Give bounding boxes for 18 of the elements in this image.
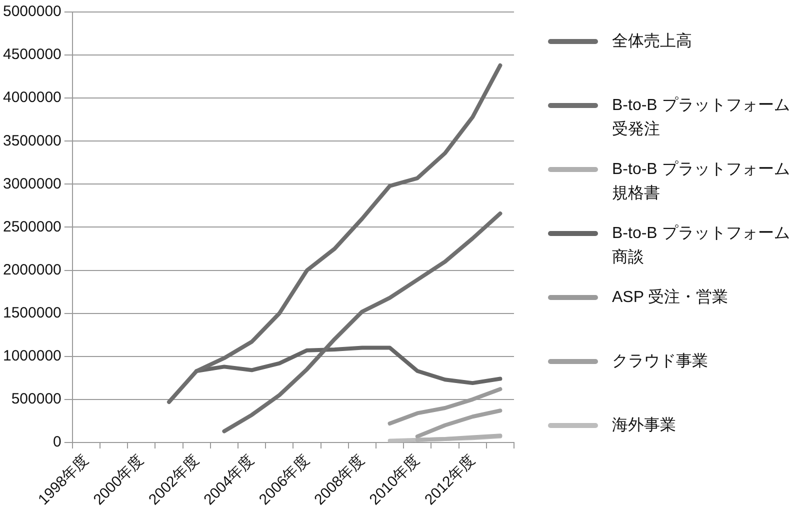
y-tick-label: 4500000 [2,46,62,64]
y-tick-label: 2500000 [2,218,62,236]
legend-label: ASP 受注・営業 [612,288,730,308]
y-tick-label: 500000 [11,390,62,408]
y-tick-label: 4000000 [2,89,62,106]
legend-label: B-to-B プラットフォーム受発注 [612,96,791,140]
y-tick-label: 5000000 [2,3,62,20]
y-tick-label: 3500000 [2,132,62,150]
y-tick-label: 0 [53,434,62,451]
y-tick-label: 1500000 [2,304,62,322]
y-tick-label: 1000000 [2,348,62,365]
legend-label: B-to-B プラットフォーム商談 [612,224,791,268]
legend-label: 全体売上高 [612,32,693,52]
legend-label: クラウド事業 [612,352,709,372]
legend-label: B-to-B プラットフォーム規格書 [612,160,791,204]
y-tick-label: 2000000 [2,261,62,278]
legend-label: 海外事業 [612,416,677,436]
y-tick-label: 3000000 [2,175,62,192]
